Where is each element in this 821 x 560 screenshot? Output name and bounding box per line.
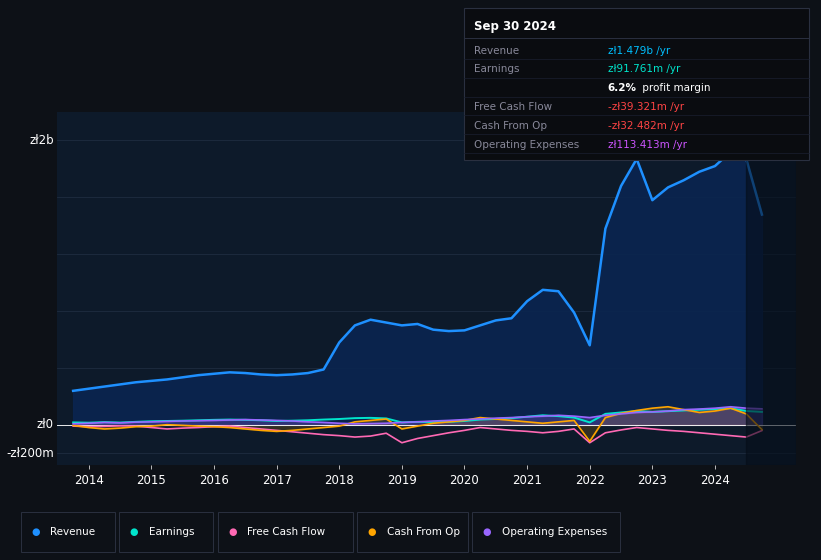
Text: Revenue: Revenue <box>474 46 519 55</box>
Text: Operating Expenses: Operating Expenses <box>474 139 579 150</box>
Text: -zł39.321m /yr: -zł39.321m /yr <box>608 102 684 112</box>
Text: Free Cash Flow: Free Cash Flow <box>247 527 325 537</box>
Text: 6.2%: 6.2% <box>608 83 636 93</box>
Text: ●: ● <box>483 527 491 537</box>
Text: Sep 30 2024: Sep 30 2024 <box>474 20 556 34</box>
Text: Cash From Op: Cash From Op <box>387 527 460 537</box>
Text: Cash From Op: Cash From Op <box>474 121 547 131</box>
Text: ●: ● <box>130 527 138 537</box>
Text: zł1.479b /yr: zł1.479b /yr <box>608 46 670 55</box>
Text: zł91.761m /yr: zł91.761m /yr <box>608 64 680 74</box>
Text: ●: ● <box>368 527 376 537</box>
Text: ●: ● <box>228 527 236 537</box>
Text: Revenue: Revenue <box>50 527 95 537</box>
Text: profit margin: profit margin <box>639 83 710 93</box>
Text: -zł200m: -zł200m <box>6 447 54 460</box>
Text: -zł32.482m /yr: -zł32.482m /yr <box>608 121 684 131</box>
Bar <box>746 112 796 465</box>
Text: Earnings: Earnings <box>149 527 194 537</box>
Text: Earnings: Earnings <box>474 64 519 74</box>
Text: zł113.413m /yr: zł113.413m /yr <box>608 139 686 150</box>
Text: zł2b: zł2b <box>30 134 54 147</box>
Text: ●: ● <box>31 527 39 537</box>
Text: Free Cash Flow: Free Cash Flow <box>474 102 552 112</box>
Text: Operating Expenses: Operating Expenses <box>502 527 607 537</box>
Text: zł0: zł0 <box>37 418 54 431</box>
